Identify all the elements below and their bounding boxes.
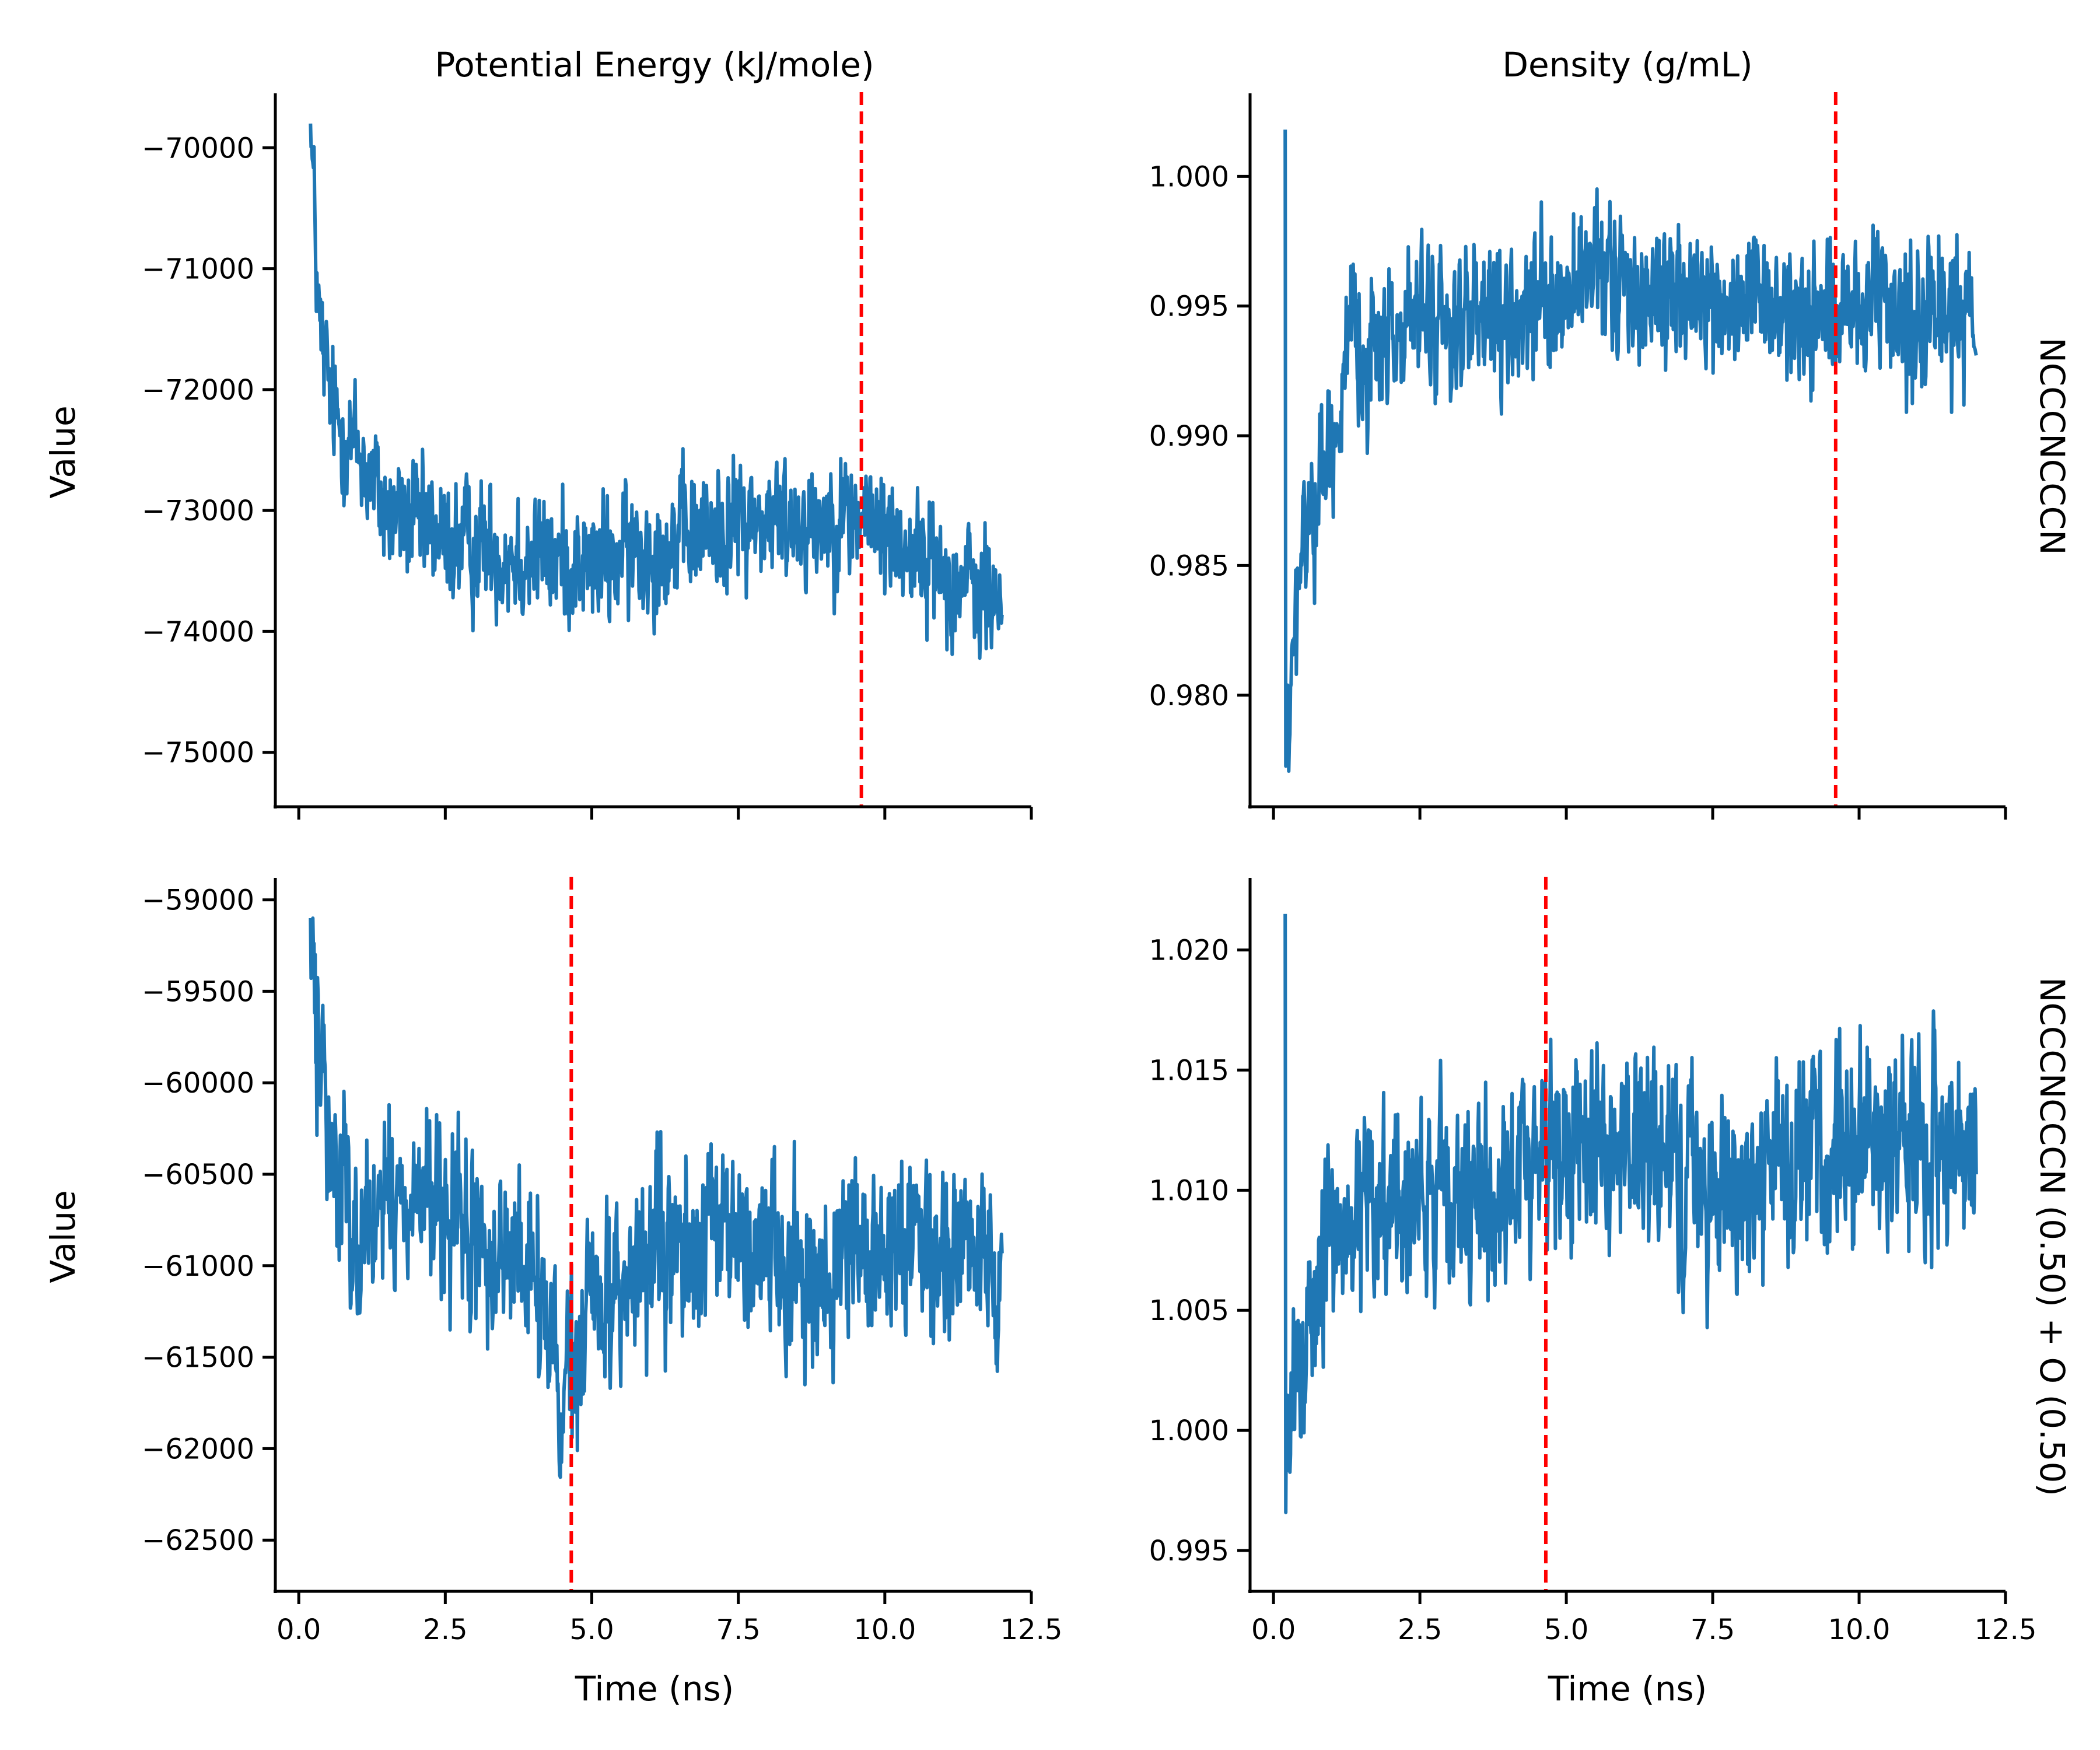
y-axis-label-top: Value [43, 405, 83, 498]
column-title-potential-energy: Potential Energy (kJ/mole) [435, 45, 874, 85]
series-line [309, 916, 1004, 1479]
y-tick-label: 0.995 [1149, 1535, 1229, 1567]
y-tick-label: −62000 [142, 1433, 254, 1465]
y-tick-label: 0.995 [1149, 290, 1229, 323]
y-tick-label: −73000 [142, 495, 254, 527]
panel-top-left: −75000 −74000 −73000 −72000 −71000 −70000 [142, 92, 1033, 820]
x-tick-label: 2.5 [1398, 1614, 1442, 1646]
series-line [309, 123, 1004, 660]
y-axis-label-bottom: Value [43, 1190, 83, 1283]
x-tick-label: 12.5 [1000, 1614, 1063, 1646]
x-tick-label: 5.0 [569, 1614, 614, 1646]
y-tick-label: −60000 [142, 1067, 254, 1100]
y-tick-label: 1.005 [1149, 1294, 1229, 1327]
x-tick-label: 2.5 [423, 1614, 467, 1646]
y-tick-label: −61500 [142, 1342, 254, 1374]
x-tick-label: 7.5 [1690, 1614, 1735, 1646]
x-axis-label-right: Time (ns) [1548, 1669, 1707, 1709]
y-tick-label: −59500 [142, 975, 254, 1008]
y-tick-label: 1.020 [1149, 935, 1229, 967]
x-tick-label: 12.5 [1975, 1614, 2037, 1646]
y-tick-label: 1.010 [1149, 1174, 1229, 1207]
x-tick-label: 0.0 [1251, 1614, 1296, 1646]
y-tick-label: −70000 [142, 132, 254, 164]
row-title-bottom: NCCCNCCCN (0.50) + O (0.50) [2032, 977, 2072, 1496]
x-tick-label: 0.0 [276, 1614, 321, 1646]
y-tick-label: −60500 [142, 1158, 254, 1191]
series-line [1283, 914, 1978, 1514]
y-tick-label: 1.000 [1149, 1415, 1229, 1447]
y-tick-label: 0.990 [1149, 420, 1229, 453]
y-tick-label: −75000 [142, 737, 254, 769]
y-tick-label: 0.980 [1149, 680, 1229, 712]
column-title-density: Density (g/mL) [1502, 45, 1752, 85]
panel-top-right: 0.980 0.985 0.990 0.995 1.000 [1149, 92, 2007, 820]
x-tick-label: 7.5 [716, 1614, 761, 1646]
y-tick-label: −59000 [142, 884, 254, 917]
row-title-top: NCCCNCCCN [2032, 337, 2072, 555]
x-axis-label-left: Time (ns) [575, 1669, 734, 1709]
x-tick-label: 10.0 [853, 1614, 916, 1646]
y-tick-label: −72000 [142, 374, 254, 407]
y-tick-label: 1.000 [1149, 160, 1229, 193]
panel-bottom-right: 0.995 1.000 1.005 1.010 1.015 1.020 0.0 2.5 5.0 7… [1149, 877, 2037, 1646]
panel-bottom-left: −62500 −62000 −61500 −61000 −60500 −60000 −595… [142, 877, 1062, 1646]
y-tick-label: 1.015 [1149, 1054, 1229, 1087]
y-tick-label: −74000 [142, 615, 254, 648]
x-tick-label: 10.0 [1828, 1614, 1891, 1646]
y-tick-label: −71000 [142, 253, 254, 286]
y-tick-label: 0.985 [1149, 550, 1229, 582]
y-tick-label: −61000 [142, 1250, 254, 1283]
y-tick-label: −62500 [142, 1524, 254, 1557]
x-tick-label: 5.0 [1544, 1614, 1588, 1646]
series-line [1283, 130, 1978, 773]
